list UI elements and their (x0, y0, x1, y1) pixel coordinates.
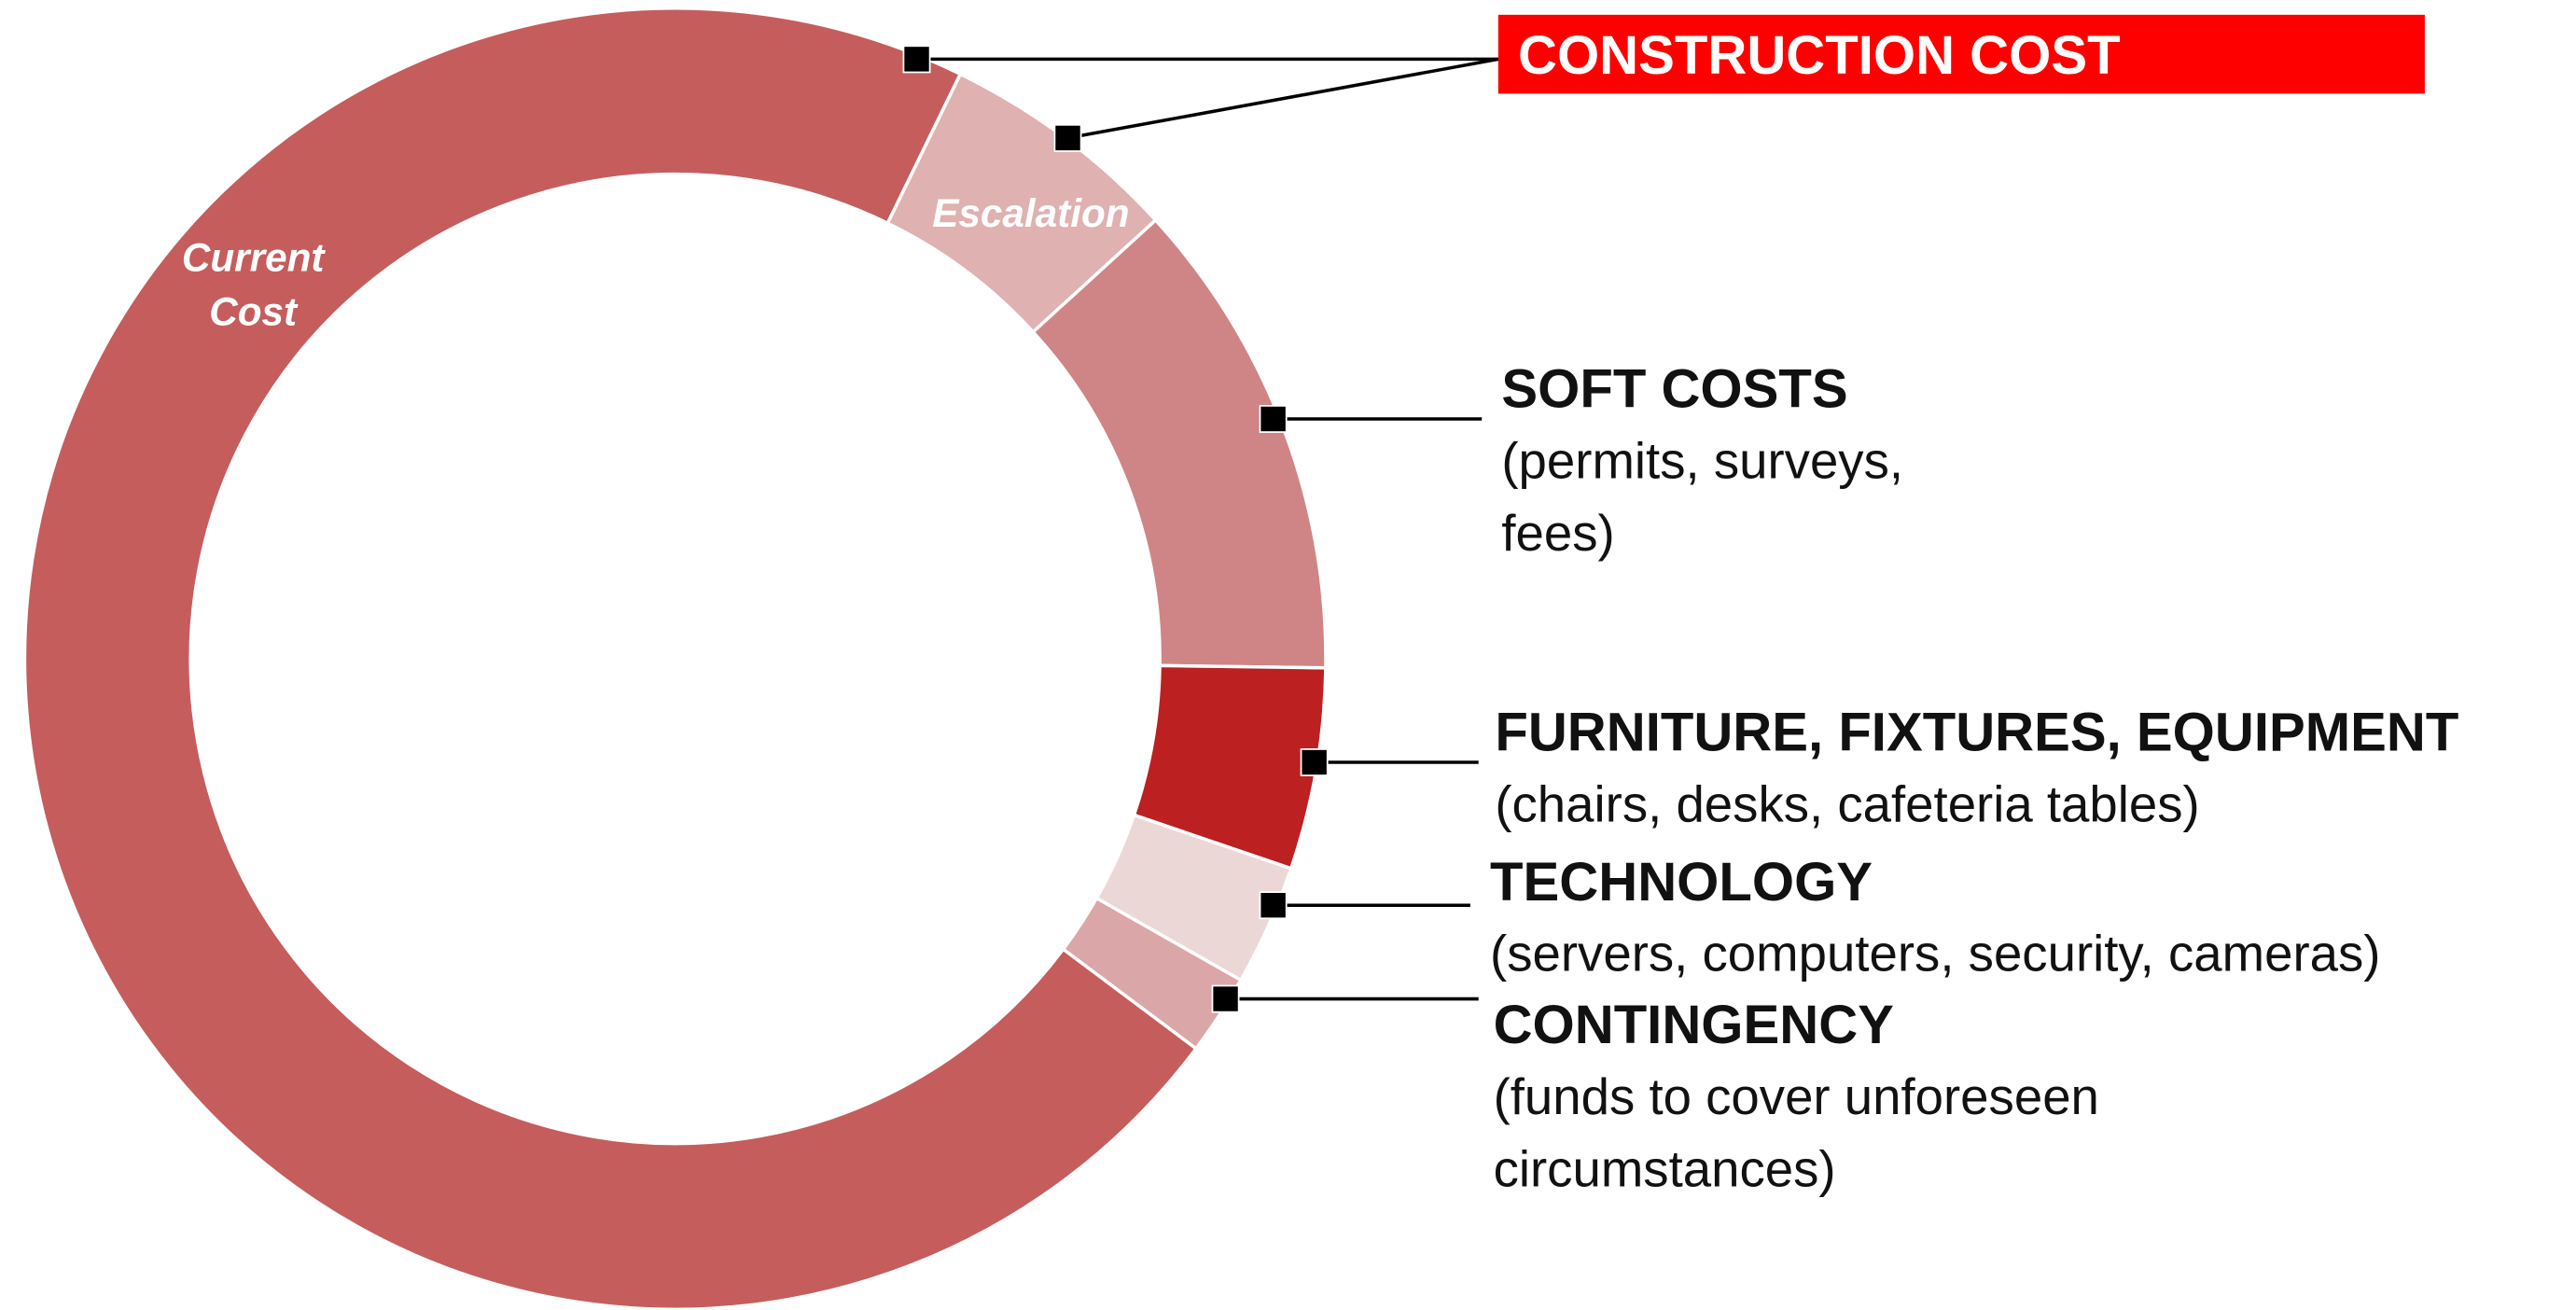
category-label: CONTINGENCY (1493, 994, 1894, 1055)
marker (1211, 984, 1240, 1013)
connectors (916, 57, 1499, 1001)
marker (1259, 891, 1288, 920)
category-description: (servers, computers, security, cameras) (1490, 925, 2381, 982)
category-description: (chairs, desks, cafeteria tables) (1495, 775, 2200, 833)
category-description: (permits, surveys, fees) (1501, 432, 1904, 563)
markers (902, 45, 1329, 1013)
category-description: (funds to cover unforeseen circumstances… (1493, 1067, 2099, 1198)
slice-label: Escalation (932, 192, 1130, 237)
marker (1259, 405, 1288, 433)
category-label: SOFT COSTS (1501, 357, 1848, 420)
slice-label: Current Cost (181, 236, 325, 336)
marker (1300, 748, 1329, 776)
category-label: TECHNOLOGY (1490, 851, 1873, 913)
category-label: FURNITURE, FIXTURES, EQUIPMENT (1495, 701, 2459, 763)
marker (1053, 123, 1082, 152)
marker (902, 45, 931, 74)
group-label: CONSTRUCTION COST (1497, 14, 2425, 94)
connector (1067, 57, 1499, 140)
donut-slice (22, 7, 1199, 1310)
